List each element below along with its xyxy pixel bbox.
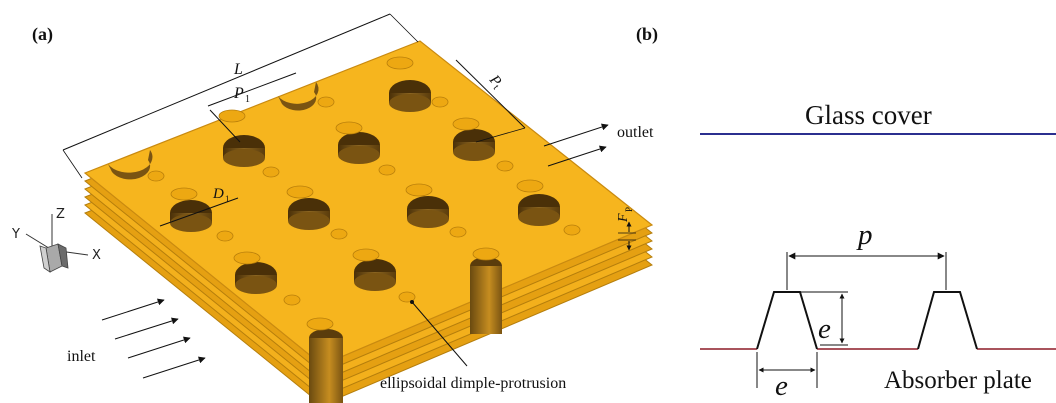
protrusion <box>262 166 280 178</box>
protrusion <box>233 251 261 265</box>
dimension-e-height: e <box>800 291 848 346</box>
protrusion <box>386 56 414 70</box>
protrusion <box>449 226 467 238</box>
panel-a-label: (a) <box>32 24 53 45</box>
dimension-P1: P 1 <box>207 72 297 143</box>
dimple <box>407 196 449 228</box>
dimple <box>235 262 277 294</box>
dim-L-label: L <box>233 61 243 78</box>
absorber-plate-label: Absorber plate <box>884 367 1032 394</box>
dim-P1-label: P <box>233 85 244 102</box>
dim-P1-sub: 1 <box>245 94 250 105</box>
rib-1 <box>756 291 818 350</box>
dimple <box>453 129 495 161</box>
outlet-arrows: outlet <box>543 123 654 167</box>
protrusion <box>352 248 380 262</box>
protrusion <box>216 230 234 242</box>
dim-D1-sub: 1 <box>225 194 230 204</box>
edge-dimple-1 <box>108 150 153 180</box>
top-plate <box>83 40 654 366</box>
dimple <box>170 200 212 232</box>
protrusion <box>452 117 480 131</box>
protrusion <box>147 170 165 182</box>
dimension-L: L <box>62 13 419 179</box>
dim-Fp-sub: P <box>624 207 634 212</box>
protrusion <box>330 228 348 240</box>
protrusion <box>472 247 500 261</box>
protrusion <box>516 179 544 193</box>
protrusion <box>405 183 433 197</box>
outlet-label: outlet <box>617 124 654 141</box>
axis-x-label: X <box>92 248 101 263</box>
dimension-D1: D 1 <box>159 186 239 227</box>
protrusion <box>286 185 314 199</box>
protrusion <box>378 164 396 176</box>
protrusion <box>317 96 335 108</box>
dimension-Fp: F P <box>616 207 636 251</box>
protrusion <box>563 224 581 236</box>
axis-z-label: Z <box>56 207 65 222</box>
dim-Fp-label: F <box>616 213 631 223</box>
dimple <box>518 194 560 226</box>
protrusion <box>283 294 301 306</box>
axis-triad: Z Y X <box>11 207 101 273</box>
dim-D1-label: D <box>212 186 224 202</box>
protrusion <box>218 109 246 123</box>
protrusion <box>170 187 198 201</box>
height-symbol: e <box>818 313 831 345</box>
feature-label: ellipsoidal dimple-protrusion <box>380 375 566 392</box>
dimple <box>389 80 431 112</box>
inlet-arrows: inlet <box>67 298 206 379</box>
dimple <box>338 132 380 164</box>
protrusion <box>431 96 449 108</box>
pitch-symbol: p <box>856 219 873 251</box>
dimension-p: p <box>786 219 947 290</box>
edge-dimple-2 <box>278 82 319 111</box>
protrusion <box>335 121 363 135</box>
axis-y-label: Y <box>11 227 20 242</box>
width-symbol: e <box>775 370 788 402</box>
dimple <box>288 198 330 230</box>
protrusion <box>306 317 334 331</box>
dimension-e-width: e <box>756 352 818 402</box>
rib-2 <box>917 291 978 350</box>
dim-Pt-sub: t <box>491 83 501 92</box>
protrusion-array <box>147 56 581 331</box>
inlet-label: inlet <box>67 348 96 365</box>
dimple <box>354 259 396 291</box>
dimple <box>223 135 265 167</box>
feature-callout: ellipsoidal dimple-protrusion <box>380 300 566 392</box>
protrusion <box>496 160 514 172</box>
dimple-array <box>170 80 560 294</box>
edge-cutaway-front <box>309 257 502 403</box>
protrusion <box>398 291 416 303</box>
panel-b-label: (b) <box>636 24 658 45</box>
glass-cover-label: Glass cover <box>805 100 932 130</box>
